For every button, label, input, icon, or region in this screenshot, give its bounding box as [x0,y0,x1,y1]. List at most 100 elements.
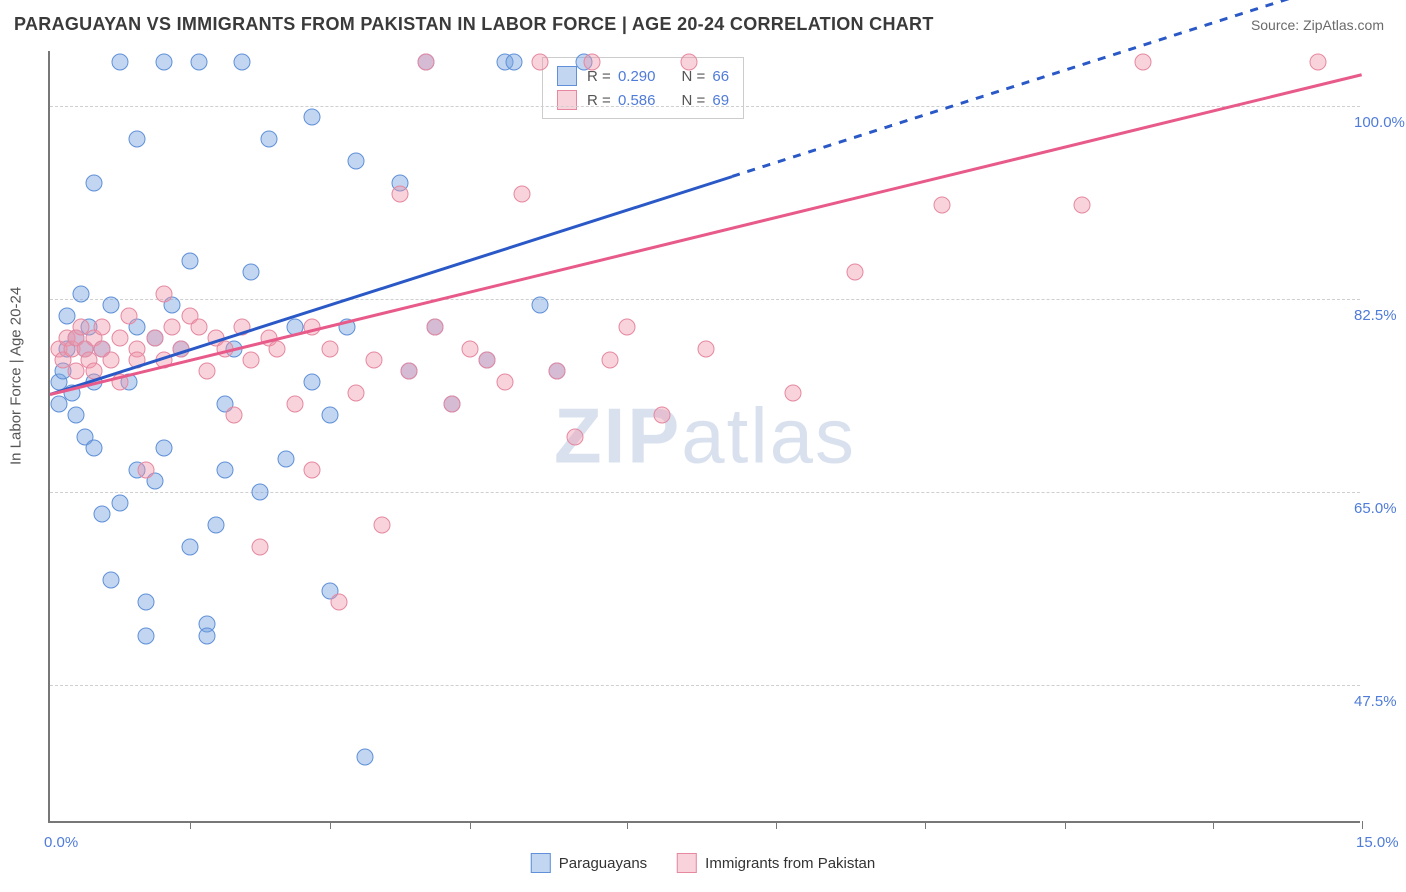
x-tick [1362,821,1363,829]
data-point-blue [155,54,172,71]
data-point-blue [356,748,373,765]
y-tick-label: 47.5% [1354,693,1397,710]
data-point-blue [216,462,233,479]
data-point-pink [601,351,618,368]
data-point-pink [103,351,120,368]
data-point-blue [348,153,365,170]
data-point-blue [72,285,89,302]
data-point-pink [374,517,391,534]
data-point-blue [234,54,251,71]
data-point-pink [549,362,566,379]
plot-area: ZIPatlas R = 0.290N = 66R = 0.586N = 69 … [48,51,1360,823]
data-point-blue [181,252,198,269]
data-point-pink [426,318,443,335]
data-point-blue [321,406,338,423]
data-point-blue [138,594,155,611]
x-tick-label: 0.0% [44,834,78,851]
data-point-pink [146,329,163,346]
data-point-pink [138,462,155,479]
data-point-pink [164,318,181,335]
x-tick [627,821,628,829]
legend-swatch [557,66,577,86]
data-point-pink [120,307,137,324]
legend-swatch [677,853,697,873]
chart-source: Source: ZipAtlas.com [1251,17,1384,33]
data-point-pink [365,351,382,368]
gridline-h [50,685,1360,686]
data-point-pink [199,362,216,379]
gridline-h [50,106,1360,107]
data-point-blue [68,406,85,423]
data-point-pink [619,318,636,335]
data-point-blue [260,131,277,148]
data-point-pink [418,54,435,71]
data-point-pink [251,539,268,556]
data-point-blue [103,296,120,313]
y-tick-label: 65.0% [1354,500,1397,517]
data-point-pink [698,340,715,357]
data-point-blue [111,54,128,71]
data-point-pink [1074,197,1091,214]
data-point-blue [190,54,207,71]
chart-title: PARAGUAYAN VS IMMIGRANTS FROM PAKISTAN I… [14,14,934,35]
data-point-pink [496,373,513,390]
x-tick [925,821,926,829]
data-point-pink [514,186,531,203]
data-point-pink [190,318,207,335]
data-point-pink [680,54,697,71]
trend-line [50,175,733,395]
legend-stat-row: R = 0.586N = 69 [557,88,729,112]
data-point-blue [251,484,268,501]
data-point-pink [654,406,671,423]
legend-item: Paraguayans [531,853,647,873]
data-point-blue [199,627,216,644]
data-point-blue [155,440,172,457]
data-point-pink [391,186,408,203]
data-point-blue [111,495,128,512]
data-point-blue [304,109,321,126]
data-point-pink [1135,54,1152,71]
data-point-pink [846,263,863,280]
data-point-blue [94,506,111,523]
data-point-pink [269,340,286,357]
data-point-blue [103,572,120,589]
data-point-pink [111,329,128,346]
data-point-pink [461,340,478,357]
y-tick-label: 100.0% [1354,114,1405,131]
data-point-blue [278,451,295,468]
data-point-blue [505,54,522,71]
data-point-pink [155,285,172,302]
watermark: ZIPatlas [554,391,856,482]
x-tick-label: 15.0% [1356,834,1399,851]
legend-item: Immigrants from Pakistan [677,853,875,873]
legend-swatch [531,853,551,873]
data-point-blue [85,175,102,192]
legend-stats: R = 0.290N = 66R = 0.586N = 69 [542,57,744,119]
gridline-h [50,492,1360,493]
data-point-blue [208,517,225,534]
x-tick [190,821,191,829]
data-point-pink [584,54,601,71]
data-point-pink [444,395,461,412]
chart-container: In Labor Force | Age 20-24 ZIPatlas R = … [0,45,1406,885]
data-point-pink [400,362,417,379]
gridline-h [50,299,1360,300]
x-tick [776,821,777,829]
stat-r: R = 0.290 [587,68,655,85]
data-point-blue [243,263,260,280]
legend-label: Immigrants from Pakistan [705,855,875,872]
data-point-blue [304,373,321,390]
data-point-pink [330,594,347,611]
data-point-pink [785,384,802,401]
data-point-blue [129,131,146,148]
data-point-pink [304,462,321,479]
data-point-pink [531,54,548,71]
data-point-pink [479,351,496,368]
x-tick [1065,821,1066,829]
legend-label: Paraguayans [559,855,647,872]
data-point-pink [348,384,365,401]
x-tick [470,821,471,829]
chart-header: PARAGUAYAN VS IMMIGRANTS FROM PAKISTAN I… [0,0,1406,45]
x-tick [1213,821,1214,829]
data-point-pink [321,340,338,357]
